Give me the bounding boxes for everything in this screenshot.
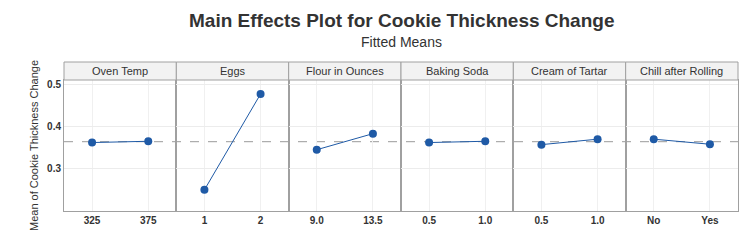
- svg-text:325: 325: [84, 215, 101, 226]
- svg-text:Chill after Rolling: Chill after Rolling: [640, 65, 723, 77]
- svg-text:0.5: 0.5: [534, 215, 548, 226]
- svg-text:9.0: 9.0: [310, 215, 324, 226]
- svg-text:2: 2: [258, 215, 264, 226]
- svg-text:Baking Soda: Baking Soda: [426, 65, 489, 77]
- svg-text:Mean of Cookie Thickness Chang: Mean of Cookie Thickness Change: [28, 60, 40, 231]
- svg-text:0.3: 0.3: [47, 163, 61, 174]
- svg-text:Main Effects Plot for Cookie T: Main Effects Plot for Cookie Thickness C…: [189, 10, 614, 31]
- svg-text:0.5: 0.5: [47, 79, 61, 90]
- svg-text:Flour in Ounces: Flour in Ounces: [306, 65, 384, 77]
- svg-text:1.0: 1.0: [591, 215, 605, 226]
- svg-text:Yes: Yes: [701, 215, 719, 226]
- svg-text:0.5: 0.5: [422, 215, 436, 226]
- svg-text:Cream of Tartar: Cream of Tartar: [531, 65, 608, 77]
- svg-text:1: 1: [202, 215, 208, 226]
- svg-text:Fitted Means: Fitted Means: [361, 34, 442, 50]
- svg-text:Oven Temp: Oven Temp: [92, 65, 148, 77]
- svg-text:0.4: 0.4: [47, 121, 61, 132]
- svg-text:375: 375: [140, 215, 157, 226]
- svg-text:13.5: 13.5: [363, 215, 383, 226]
- svg-text:Eggs: Eggs: [220, 65, 246, 77]
- svg-text:1.0: 1.0: [478, 215, 492, 226]
- svg-text:No: No: [647, 215, 660, 226]
